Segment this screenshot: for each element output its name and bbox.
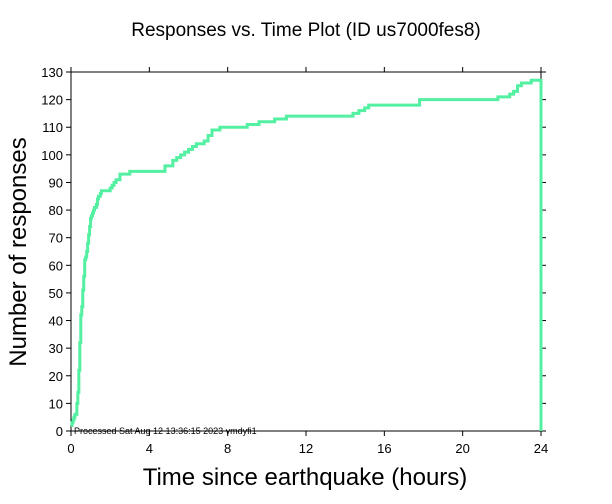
y-tick-label: 110 — [42, 120, 63, 135]
series-line — [70, 78, 543, 431]
plot-frame — [70, 71, 542, 432]
x-tick-label: 0 — [67, 441, 74, 456]
y-tick-label: 10 — [49, 396, 63, 411]
x-tick-label: 20 — [455, 441, 469, 456]
y-tick-label: 80 — [49, 203, 63, 218]
y-tick-label: 50 — [49, 286, 63, 301]
y-tick-label: 40 — [49, 314, 63, 329]
x-tick-label: 16 — [377, 441, 391, 456]
y-tick-label: 70 — [49, 231, 63, 246]
y-tick-label: 0 — [56, 424, 63, 439]
y-axis-label: Number of responses — [5, 137, 32, 366]
y-tick-label: 60 — [49, 258, 63, 273]
y-tick-label: 90 — [49, 175, 63, 190]
y-tick-label: 120 — [41, 93, 63, 108]
x-tick-label: 8 — [224, 441, 231, 456]
y-tick-label: 100 — [41, 148, 63, 163]
processed-annotation: Processed Sat Aug 12 13:36:15 2023 vmdyf… — [74, 426, 257, 436]
x-tick-label: 12 — [299, 441, 313, 456]
y-tick-label: 20 — [49, 369, 63, 384]
x-tick-label: 4 — [146, 441, 153, 456]
axis-ticks: 0 4 8 12 16 20 24 0 10 20 30 40 50 60 70 80 90 100 110 120 1… — [41, 65, 548, 456]
chart-title: Responses vs. Time Plot (ID us7000fes8) — [131, 20, 481, 41]
y-tick-label: 130 — [41, 65, 63, 80]
y-tick-label: 30 — [49, 341, 63, 356]
x-axis-label: Time since earthquake (hours) — [143, 464, 468, 491]
x-tick-label: 24 — [534, 441, 548, 456]
